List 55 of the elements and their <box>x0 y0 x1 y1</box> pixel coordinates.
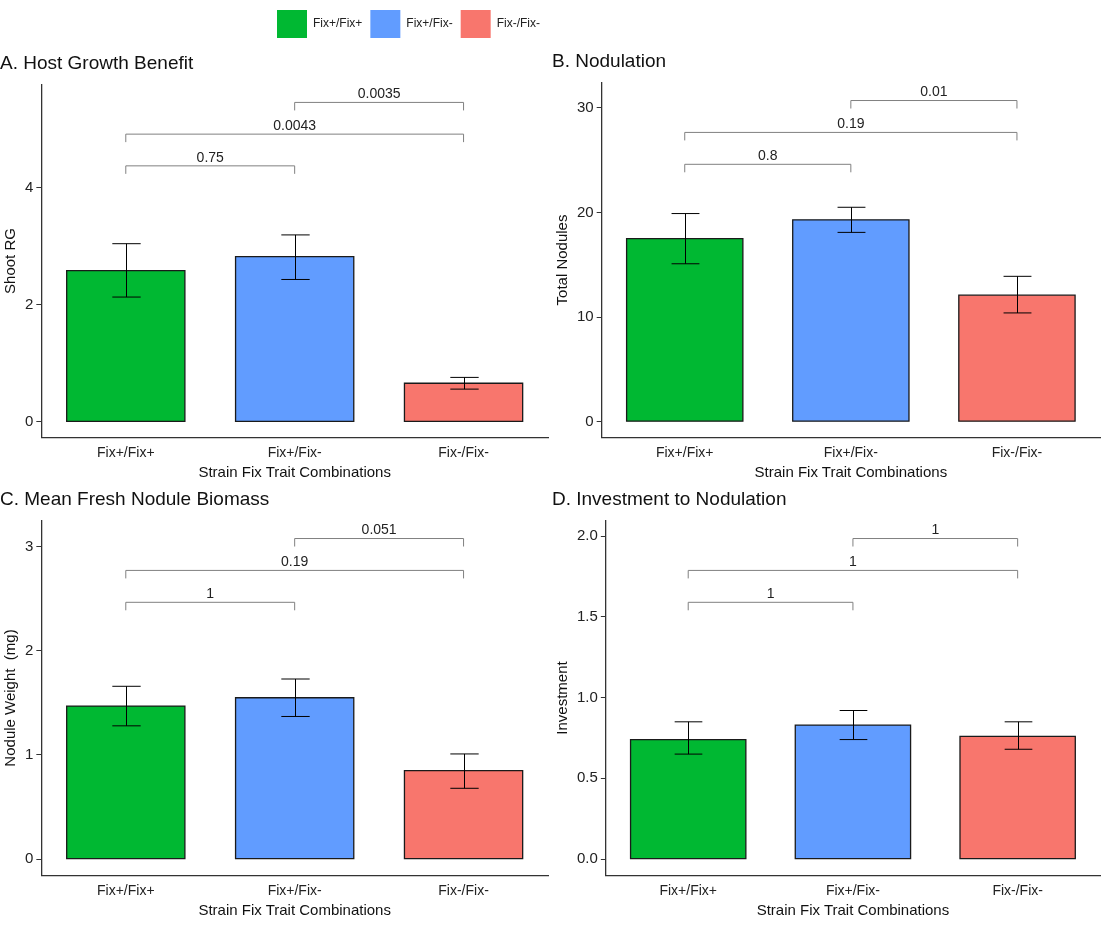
x-tick-label: Fix+/Fix+ <box>655 444 714 461</box>
y-tick-label: 2 <box>25 294 34 312</box>
annotation: 0.19 <box>837 115 865 132</box>
y-tick-label: 3 <box>25 536 34 554</box>
x-tick-label: Fix-/Fix- <box>438 444 490 461</box>
x-tick-label: Fix-/Fix- <box>991 444 1043 461</box>
chart-title: D. Investment to Nodulation <box>552 487 787 509</box>
annotation: 1 <box>206 585 215 602</box>
annotation: 1 <box>931 521 940 538</box>
annotation: 1 <box>766 585 775 602</box>
annotation: 0.8 <box>758 147 778 164</box>
x-tick-label: Fix-/Fix- <box>992 882 1044 899</box>
y-tick-label: 30 <box>577 98 594 116</box>
annotation: 0.0035 <box>357 85 401 102</box>
y-tick-label: 10 <box>577 307 594 325</box>
chart-title: A. Host Growth Benefit <box>0 51 194 73</box>
annotation: 0.0043 <box>273 117 317 133</box>
y-tick-label: 1.0 <box>576 687 598 705</box>
y-axis-title: Total Nodules <box>553 214 571 306</box>
x-tick-label: Fix-/Fix- <box>438 882 490 899</box>
y-tick-label: 1 <box>25 745 34 763</box>
annotation: 0.19 <box>281 553 309 570</box>
x-tick-label: Fix+/Fix- <box>267 882 323 899</box>
x-tick-label: Fix+/Fix+ <box>97 444 155 461</box>
y-tick-label: 1.5 <box>576 607 598 625</box>
chart-title: C. Mean Fresh Nodule Biomass <box>0 487 270 509</box>
y-axis-title: Nodule Weight (mg) <box>1 629 19 767</box>
x-tick-label: Fix+/Fix+ <box>97 882 155 899</box>
y-axis-title: Investment <box>553 660 571 735</box>
annotation: 1 <box>849 553 858 570</box>
x-tick-label: Fix+/Fix- <box>823 444 879 461</box>
annotation: 0.75 <box>196 148 225 165</box>
legend-label: Fix-/Fix- <box>496 16 541 31</box>
y-tick-label: 0.5 <box>576 768 598 786</box>
y-tick-label: 0 <box>585 411 594 429</box>
annotation: 0.051 <box>361 521 397 538</box>
x-axis-title: Strain Fix Trait Combinations <box>754 463 948 481</box>
x-tick-label: Fix+/Fix- <box>267 444 323 461</box>
x-tick-label: Fix+/Fix- <box>825 882 881 899</box>
annotation: 0.01 <box>920 83 948 100</box>
y-tick-label: 2 <box>25 641 34 659</box>
y-tick-label: 0.0 <box>576 849 598 867</box>
y-axis-title: Shoot RG <box>1 228 19 294</box>
y-tick-label: 4 <box>25 177 34 195</box>
chart-title: B. Nodulation <box>552 49 667 71</box>
x-axis-title: Strain Fix Trait Combinations <box>756 901 950 919</box>
legend-label: Fix+/Fix- <box>406 16 453 31</box>
x-axis-title: Strain Fix Trait Combinations <box>198 901 391 919</box>
y-tick-label: 20 <box>577 202 594 220</box>
legend-label: Fix+/Fix+ <box>313 16 363 31</box>
x-axis-title: Strain Fix Trait Combinations <box>198 463 391 481</box>
y-tick-label: 0 <box>25 849 34 867</box>
x-tick-label: Fix+/Fix+ <box>659 882 717 899</box>
y-tick-label: 2.0 <box>576 526 598 544</box>
y-tick-label: 0 <box>25 412 34 430</box>
